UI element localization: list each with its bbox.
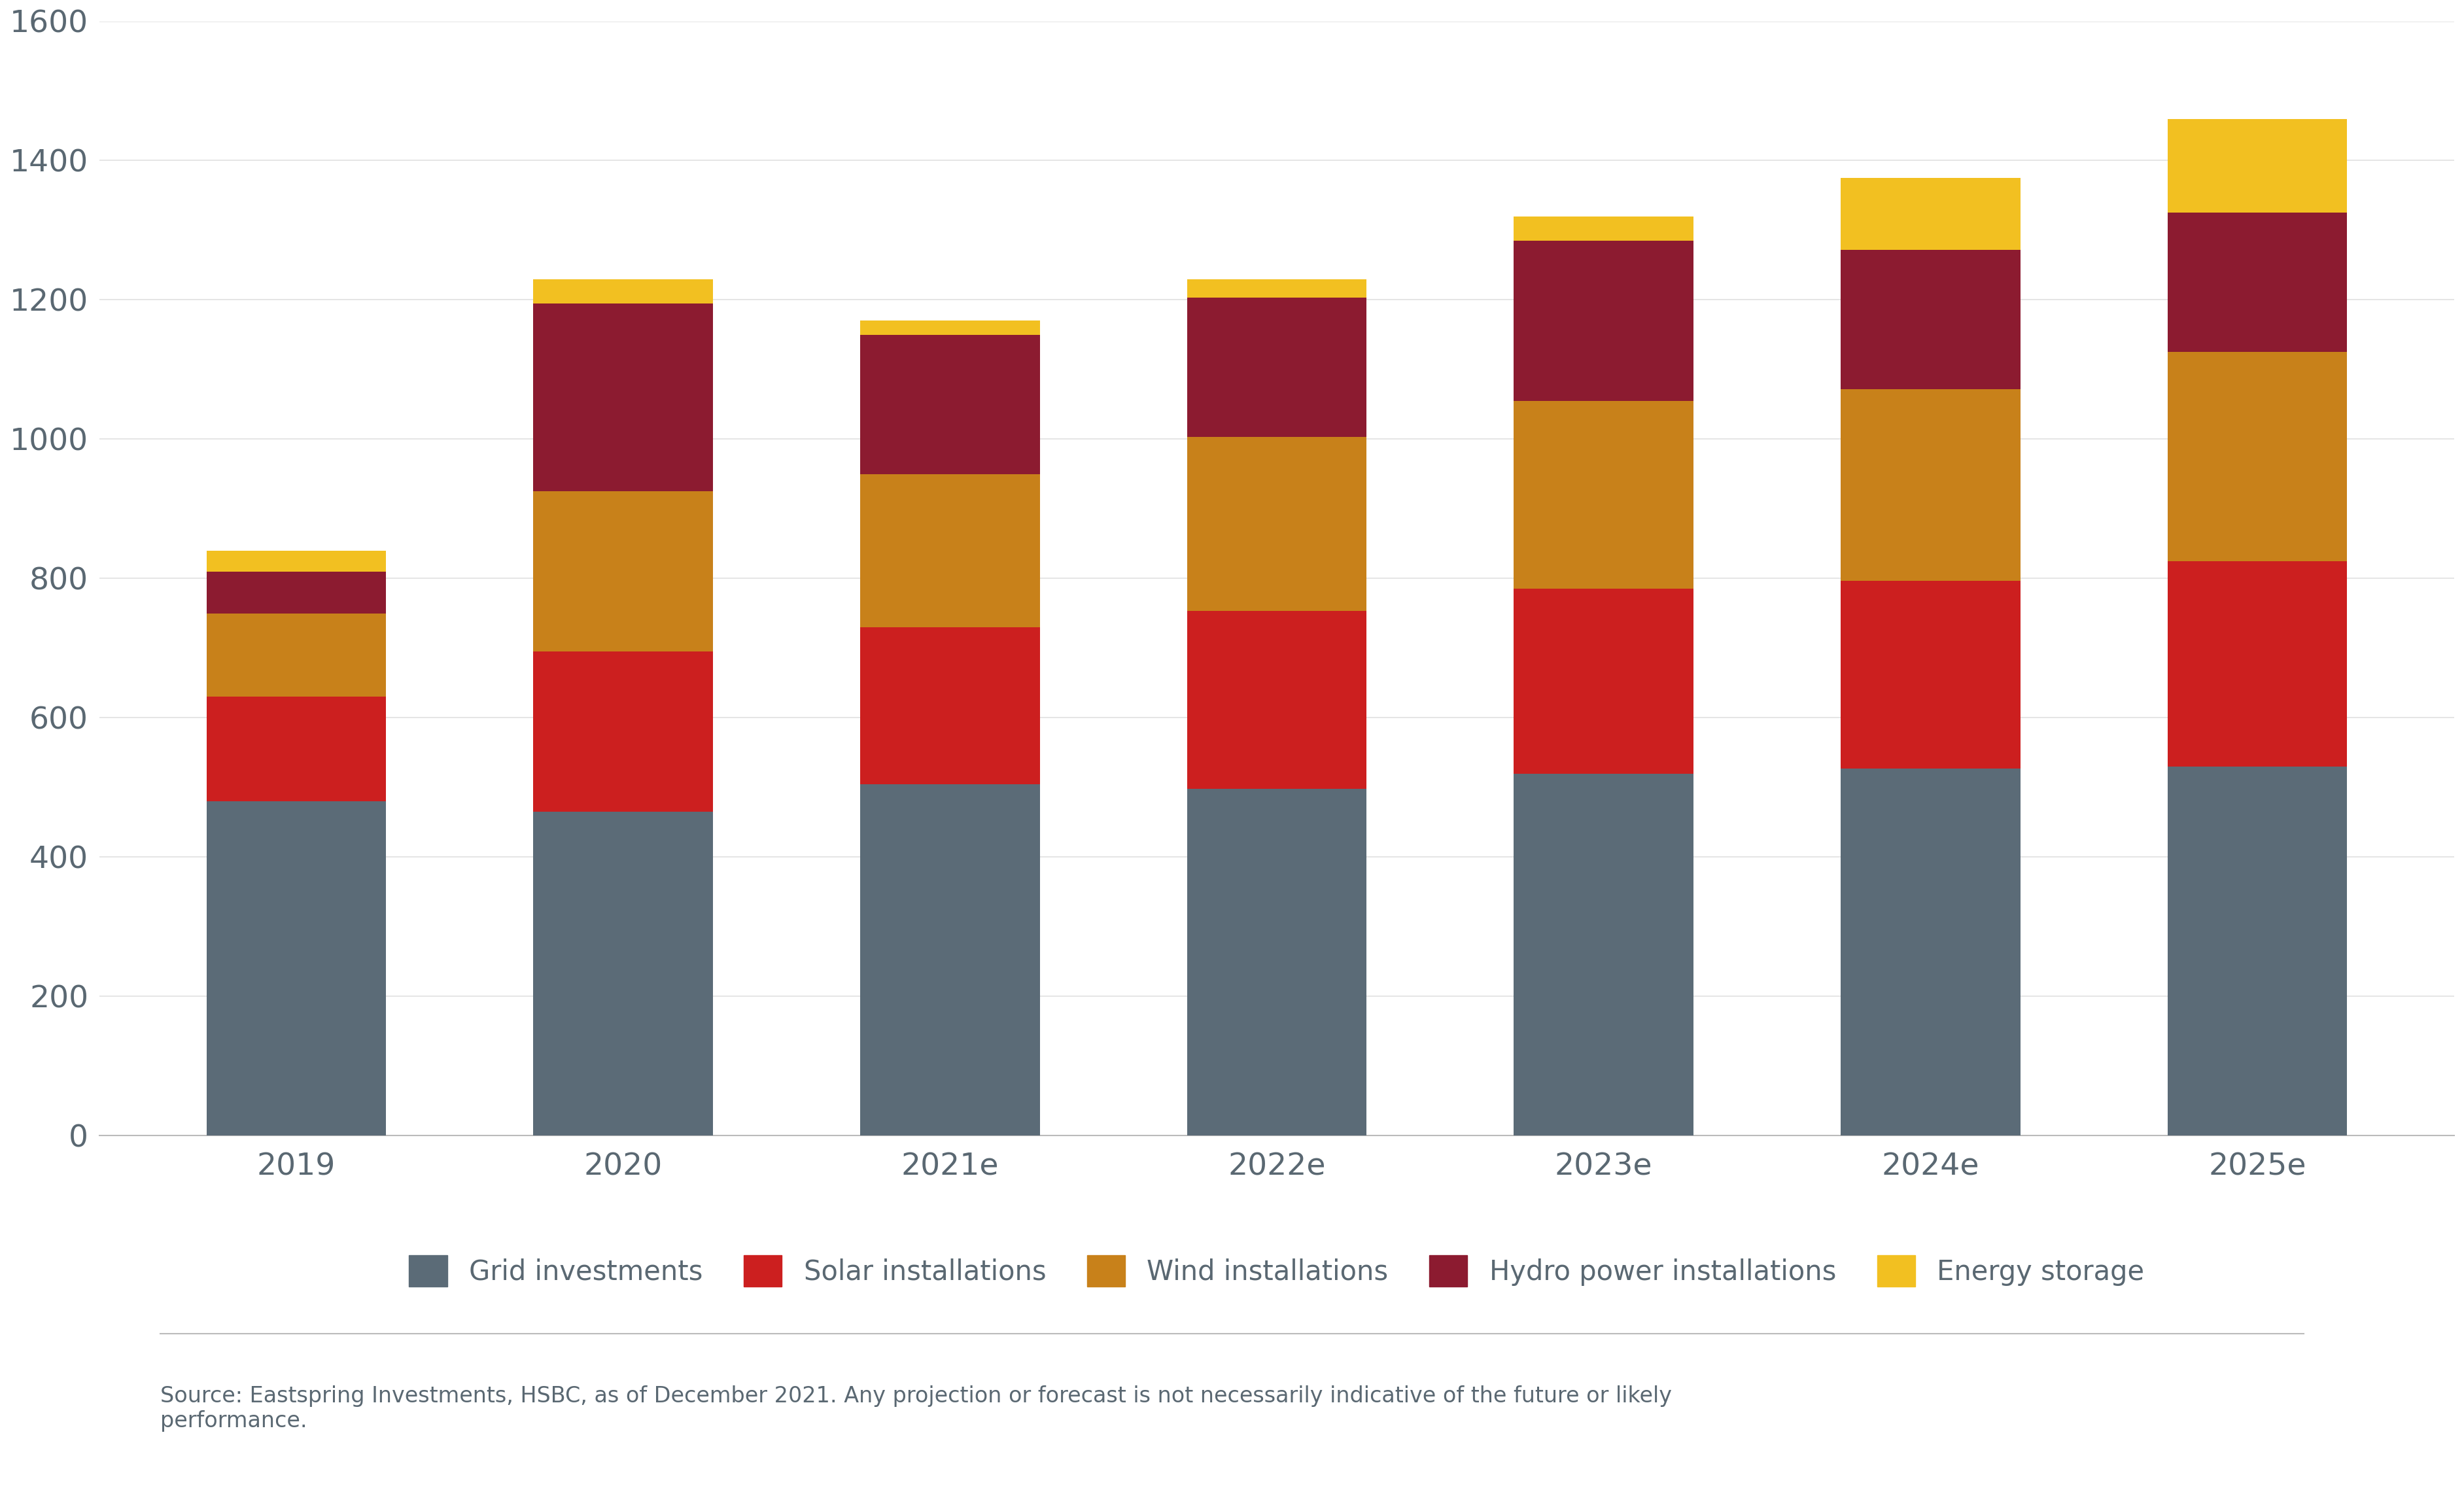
Bar: [1188, 437, 1368, 612]
Text: Source: Eastspring Investments, HSBC, as of December 2021. Any projection or for: Source: Eastspring Investments, HSBC, as…: [160, 1385, 1671, 1432]
Bar: [860, 475, 1040, 627]
Bar: [1513, 241, 1693, 401]
Bar: [1513, 773, 1693, 1136]
Legend: Grid investments, Solar installations, Wind installations, Hydro power installat: Grid investments, Solar installations, W…: [399, 1245, 2156, 1298]
Bar: [532, 303, 712, 491]
Bar: [860, 627, 1040, 784]
Bar: [860, 784, 1040, 1136]
Bar: [532, 491, 712, 651]
Bar: [1841, 178, 2020, 250]
Bar: [207, 802, 387, 1136]
Bar: [860, 321, 1040, 335]
Bar: [1513, 589, 1693, 773]
Bar: [1188, 298, 1368, 437]
Bar: [207, 696, 387, 802]
Bar: [1188, 788, 1368, 1136]
Bar: [2168, 767, 2348, 1136]
Bar: [1513, 401, 1693, 589]
Bar: [1841, 389, 2020, 580]
Bar: [1841, 769, 2020, 1136]
Bar: [532, 651, 712, 812]
Bar: [532, 279, 712, 303]
Bar: [860, 335, 1040, 475]
Bar: [1841, 250, 2020, 389]
Bar: [2168, 119, 2348, 212]
Bar: [2168, 212, 2348, 353]
Bar: [207, 550, 387, 571]
Bar: [1513, 217, 1693, 241]
Bar: [2168, 353, 2348, 561]
Bar: [207, 571, 387, 613]
Bar: [1188, 612, 1368, 788]
Bar: [532, 812, 712, 1136]
Bar: [207, 613, 387, 696]
Bar: [1188, 279, 1368, 298]
Bar: [2168, 561, 2348, 767]
Bar: [1841, 580, 2020, 769]
